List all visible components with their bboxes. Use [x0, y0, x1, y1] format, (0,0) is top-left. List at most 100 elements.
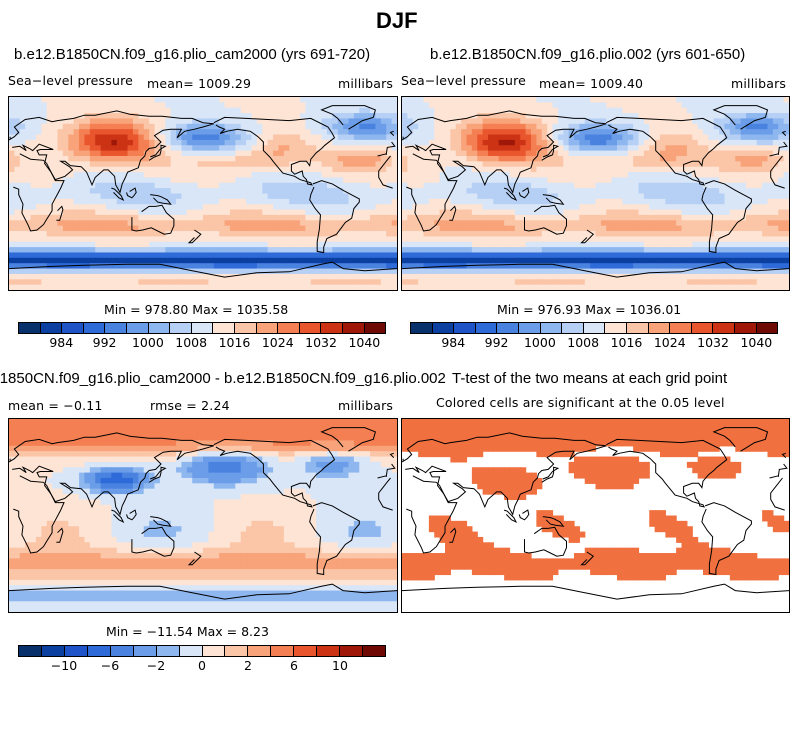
grid-cell: [219, 139, 226, 146]
grid-cell: [62, 279, 69, 286]
grid-cell: [235, 182, 242, 189]
grid-cell: [482, 150, 489, 157]
grid-cell: [127, 118, 134, 125]
grid-cell: [30, 97, 37, 103]
grid-cell: [412, 198, 419, 205]
grid-cell: [289, 177, 296, 184]
grid-cell: [41, 161, 48, 168]
grid-cell: [606, 182, 613, 189]
grid-cell: [35, 209, 42, 216]
grid-cell: [310, 155, 317, 162]
grid-cell: [165, 236, 172, 243]
grid-cell: [170, 198, 177, 205]
grid-cell: [724, 155, 731, 162]
grid-cell: [138, 214, 145, 221]
grid-cell: [62, 113, 69, 120]
grid-cell: [746, 172, 752, 179]
grid-cell: [600, 113, 607, 120]
grid-cell: [729, 172, 736, 179]
grid-cell: [579, 161, 586, 168]
grid-cell: [455, 268, 462, 275]
grid-cell: [482, 177, 489, 184]
grid-cell: [482, 214, 489, 221]
grid-cell: [568, 166, 575, 173]
grid-cell: [111, 134, 118, 141]
grid-cell: [627, 198, 634, 205]
grid-cell: [30, 113, 37, 120]
grid-cell: [536, 145, 543, 152]
grid-cell: [611, 268, 618, 275]
grid-cell: [568, 198, 575, 205]
grid-cell: [305, 155, 312, 162]
grid-cell: [536, 214, 543, 221]
grid-cell: [627, 225, 634, 232]
grid-cell: [552, 118, 559, 125]
grid-cell: [25, 263, 32, 270]
grid-cell: [493, 257, 500, 264]
grid-cell: [364, 193, 371, 200]
grid-cell: [219, 225, 226, 232]
grid-cell: [240, 236, 247, 243]
grid-cell: [100, 188, 107, 195]
grid-cell: [278, 284, 285, 290]
grid-cell: [359, 231, 366, 237]
grid-cell: [407, 252, 414, 259]
grid-cell: [466, 252, 473, 259]
grid-cell: [670, 123, 677, 130]
grid-cell: [643, 188, 650, 195]
grid-cell: [95, 257, 102, 264]
grid-cell: [536, 252, 543, 259]
grid-cell: [278, 113, 285, 120]
grid-cell: [531, 263, 537, 270]
grid-cell: [68, 247, 75, 254]
grid-cell: [213, 134, 220, 141]
grid-cell: [617, 150, 623, 157]
grid-cell: [729, 97, 736, 103]
grid-cell: [783, 161, 789, 168]
grid-cell: [627, 209, 634, 216]
grid-cell: [305, 172, 312, 179]
grid-cell: [488, 268, 494, 275]
grid-cell: [127, 129, 134, 136]
grid-cell: [203, 123, 209, 130]
grid-cell: [73, 220, 80, 227]
grid-cell: [192, 97, 199, 103]
grid-cell: [676, 257, 683, 264]
grid-cell: [251, 236, 258, 243]
grid-cell: [165, 150, 172, 157]
grid-cell: [95, 166, 102, 173]
grid-cell: [41, 182, 48, 189]
grid-cell: [326, 204, 333, 211]
grid-cell: [450, 139, 457, 146]
grid-cell: [229, 257, 236, 264]
grid-cell: [665, 155, 672, 162]
grid-cell: [326, 102, 333, 109]
grid-cell: [579, 263, 586, 270]
grid-cell: [14, 188, 21, 195]
grid-cell: [278, 247, 285, 254]
grid-cell: [568, 145, 575, 152]
grid-cell: [660, 209, 666, 216]
grid-cell: [192, 247, 199, 254]
grid-cell: [310, 139, 317, 146]
grid-cell: [30, 273, 37, 280]
grid-cell: [391, 263, 397, 270]
grid-cell: [692, 182, 699, 189]
grid-cell: [756, 155, 763, 162]
grid-cell: [660, 225, 666, 232]
grid-cell: [122, 209, 129, 216]
grid-cell: [627, 123, 634, 130]
grid-cell: [563, 193, 570, 200]
grid-cell: [547, 102, 554, 109]
grid-cell: [772, 139, 779, 146]
grid-cell: [574, 113, 580, 120]
grid-cell: [504, 107, 511, 114]
grid-cell: [729, 263, 736, 270]
grid-cell: [116, 279, 123, 286]
grid-cell: [536, 209, 543, 216]
grid-cell: [359, 118, 366, 125]
grid-cell: [606, 263, 613, 270]
grid-cell: [219, 102, 226, 109]
grid-cell: [488, 225, 494, 232]
grid-cell: [466, 161, 473, 168]
